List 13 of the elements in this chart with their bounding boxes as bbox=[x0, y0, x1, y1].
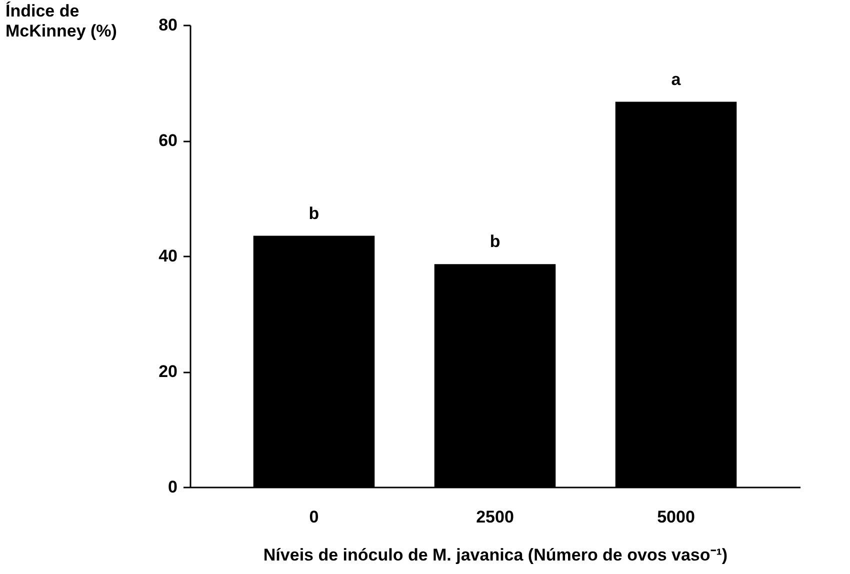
y-tick-label: 40 bbox=[158, 246, 178, 266]
annotation: b bbox=[490, 232, 500, 252]
x-tick-label: 2500 bbox=[476, 508, 514, 526]
y-tick-label: 20 bbox=[158, 362, 178, 381]
annotation: b bbox=[308, 204, 320, 223]
x-tick-label: 5000 bbox=[657, 508, 695, 526]
annotation: a bbox=[671, 70, 682, 89]
y-tick-label: 80 bbox=[158, 16, 178, 34]
x-axis-title: Níveis de inóculo de M. javanica (Número de ovos vaso⁻¹) bbox=[263, 546, 728, 564]
x-tick-label: 0 bbox=[309, 508, 319, 526]
y-tick-label: 0 bbox=[168, 478, 178, 496]
y-tick-label: 60 bbox=[158, 131, 178, 150]
y-axis-title: Índice de McKinney (%) bbox=[6, 0, 117, 40]
